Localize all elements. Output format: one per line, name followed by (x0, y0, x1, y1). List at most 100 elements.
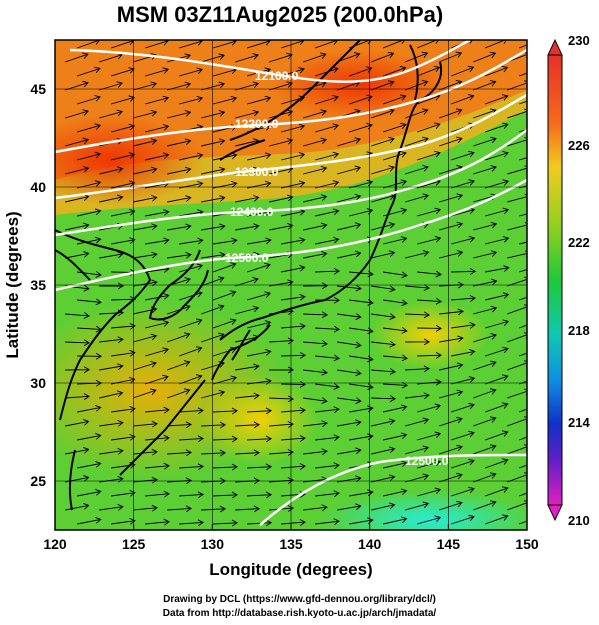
wind-arrow (213, 491, 238, 499)
wind-arrow (167, 110, 192, 119)
wind-arrow (145, 347, 170, 357)
wind-arrow (438, 51, 463, 63)
wind-arrow (247, 491, 272, 499)
wind-arrow (337, 222, 362, 231)
wind-arrow (247, 519, 272, 527)
wind-arrow (404, 80, 429, 91)
contour-label-1: 12500.0 (225, 251, 269, 265)
wind-arrow (235, 421, 260, 429)
wind-arrow (235, 305, 260, 315)
wind-arrow (145, 152, 170, 161)
wind-arrow (439, 221, 464, 231)
wind-arrow (303, 448, 328, 456)
wind-arrow (167, 195, 192, 203)
wind-arrow (133, 361, 157, 371)
colorbar-tick-label: 226 (568, 138, 590, 153)
wind-arrow (383, 151, 407, 161)
wind-arrow (417, 403, 442, 413)
wind-arrow (269, 137, 294, 147)
wind-arrow (314, 40, 339, 49)
x-tick-label: 145 (437, 536, 461, 552)
wind-arrow (167, 449, 192, 457)
wind-arrow (405, 501, 430, 511)
wind-arrow (371, 418, 396, 427)
y-tick-label: 25 (30, 473, 46, 489)
colorbar: 230 226 222 218 214 210 (547, 33, 590, 528)
wind-arrow (179, 519, 204, 527)
wind-arrow (201, 223, 226, 231)
wind-arrow (473, 333, 497, 343)
wind-arrow (518, 520, 527, 525)
wind-arrow (405, 193, 430, 203)
wind-arrow (485, 319, 510, 329)
wind-arrow (370, 51, 395, 63)
wind-arrow (416, 65, 441, 77)
wind-arrow (337, 193, 362, 203)
wind-arrow (518, 380, 527, 385)
wind-arrow (77, 405, 102, 413)
wind-arrow (65, 222, 90, 231)
wind-arrow (111, 152, 136, 161)
wind-arrow (315, 462, 340, 470)
y-axis-ticks: 25 30 35 40 45 (30, 81, 46, 489)
wind-arrow (337, 369, 362, 377)
wind-arrow (371, 368, 396, 375)
wind-arrow (519, 128, 527, 133)
wind-arrow (167, 505, 192, 513)
map-title: MSM 03Z11Aug2025 (200.0hPa) (116, 2, 444, 27)
wind-arrow (438, 136, 463, 147)
contour-label-6: 12500.0 (405, 454, 449, 468)
wind-arrow (145, 293, 170, 301)
wind-arrow (518, 352, 527, 357)
wind-arrow (405, 417, 430, 427)
wind-arrow (315, 490, 340, 498)
wind-arrow (133, 138, 158, 147)
wind-arrow (145, 67, 170, 77)
wind-arrow (77, 95, 101, 105)
wind-arrow (337, 313, 362, 320)
wind-arrow (65, 312, 90, 319)
wind-arrow (201, 53, 226, 63)
wind-arrow (179, 435, 204, 443)
wind-arrow (383, 488, 408, 497)
wind-arrow (99, 419, 124, 427)
wind-arrow (178, 346, 203, 357)
wind-arrow (247, 349, 272, 357)
wind-arrow (269, 421, 294, 428)
x-tick-label: 150 (515, 536, 539, 552)
wind-arrow (506, 304, 527, 315)
wind-arrow (417, 150, 441, 161)
wind-arrow (77, 236, 102, 245)
wind-arrow (417, 270, 442, 278)
wind-arrow (179, 463, 204, 471)
wind-arrow (382, 66, 407, 77)
wind-arrow (303, 137, 328, 147)
wind-arrow (166, 388, 191, 399)
wind-arrow (519, 213, 527, 217)
wind-arrow (303, 368, 328, 376)
wind-arrow (438, 108, 463, 119)
wind-arrow (485, 346, 509, 357)
wind-arrow (506, 416, 527, 427)
wind-arrow (439, 389, 464, 399)
wind-arrow (315, 296, 341, 304)
wind-arrow (303, 251, 328, 259)
wind-arrow (383, 460, 408, 469)
wind-arrow (201, 449, 226, 457)
y-axis-label: Latitude (degrees) (3, 211, 22, 358)
y-tick-label: 40 (30, 179, 46, 195)
wind-arrow (451, 402, 475, 413)
wind-arrow (201, 251, 226, 259)
wind-arrow (439, 193, 464, 203)
wind-arrow (518, 464, 527, 469)
contour-labels: 12500.0 12400.0 12300.0 12200.0 12100.0 … (225, 69, 449, 468)
contour-label-3: 12300.0 (235, 165, 279, 179)
wind-arrow (518, 436, 527, 441)
wind-arrow (133, 420, 158, 428)
wind-arrow (77, 271, 102, 278)
wind-arrow (485, 265, 510, 273)
wind-arrow (382, 94, 407, 105)
wind-arrow (472, 51, 497, 63)
wind-arrow (303, 282, 329, 290)
colorbar-tick-label: 218 (568, 323, 590, 338)
